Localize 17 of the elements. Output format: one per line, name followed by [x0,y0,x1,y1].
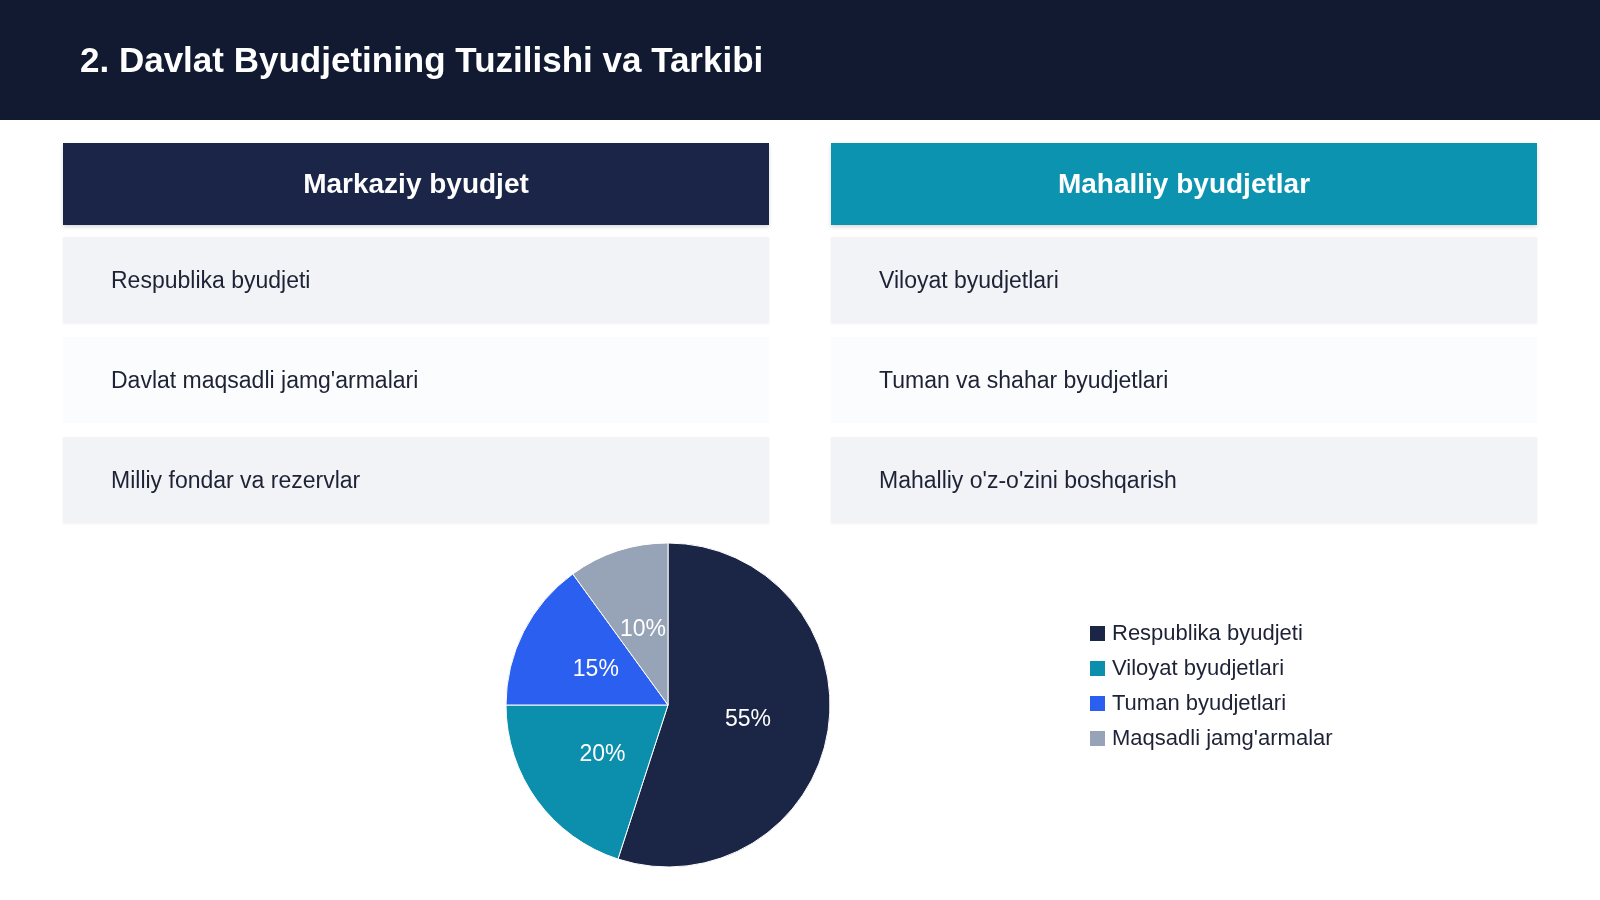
legend-label: Respublika byudjeti [1112,620,1303,646]
list-row: Respublika byudjeti [63,237,769,323]
legend-label: Viloyat byudjetlari [1112,655,1285,681]
list-row: Tuman va shahar byudjetlari [831,337,1537,423]
heading-banner: Markaziy byudjet [63,143,769,225]
data-label: 15% [572,655,619,682]
list-row: Mahalliy o'z-o'zini boshqarish [831,437,1537,523]
list-row: Viloyat byudjetlari [831,237,1537,323]
legend-label: Maqsadli jamg'armalar [1112,725,1333,751]
title-banner: 2. Davlat Byudjetining Tuzilishi va Tarkibi [0,0,1600,120]
list-row: Milliy fondar va rezervlar [63,437,769,523]
data-label: 20% [579,739,626,766]
data-label: 55% [724,704,772,731]
list-row: Davlat maqsadli jamg'armalari [63,337,769,423]
legend-label: Tuman byudjetlari [1112,690,1287,716]
data-label: 10% [619,614,666,641]
heading-banner: Mahalliy byudjetlar [831,143,1537,225]
